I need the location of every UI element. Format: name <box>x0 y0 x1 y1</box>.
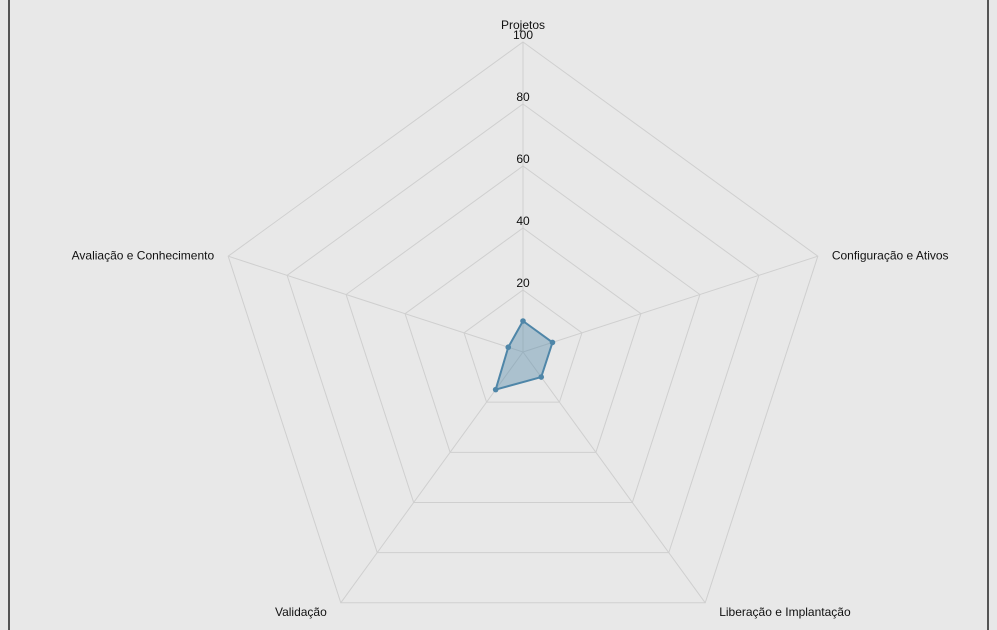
category-label: Avaliação e Conhecimento <box>72 248 215 262</box>
data-point <box>549 339 556 346</box>
data-point <box>538 374 545 380</box>
axis-spoke <box>522 351 706 604</box>
data-point <box>492 386 499 393</box>
axis-spoke <box>522 255 818 353</box>
r-tick-label: 40 <box>516 214 530 228</box>
category-label: Liberação e Implantação <box>719 605 851 619</box>
data-point <box>520 318 526 324</box>
r-tick-label: 60 <box>516 152 530 166</box>
grid-ring <box>345 165 701 503</box>
category-label: Configuração e Ativos <box>832 248 949 262</box>
grid-ring <box>404 227 642 453</box>
grid-ring <box>463 289 583 403</box>
axis-spoke <box>228 255 524 353</box>
data-point <box>505 344 512 351</box>
grid-ring <box>286 103 760 554</box>
category-label: Projetos <box>501 18 545 32</box>
r-tick-label: 100 <box>513 28 533 42</box>
category-label: Validação <box>275 605 327 619</box>
axis-spoke <box>340 351 524 604</box>
grid-ring <box>227 41 819 604</box>
r-tick-label: 80 <box>516 90 530 104</box>
series-area <box>494 319 554 392</box>
r-tick-label: 20 <box>516 276 530 290</box>
